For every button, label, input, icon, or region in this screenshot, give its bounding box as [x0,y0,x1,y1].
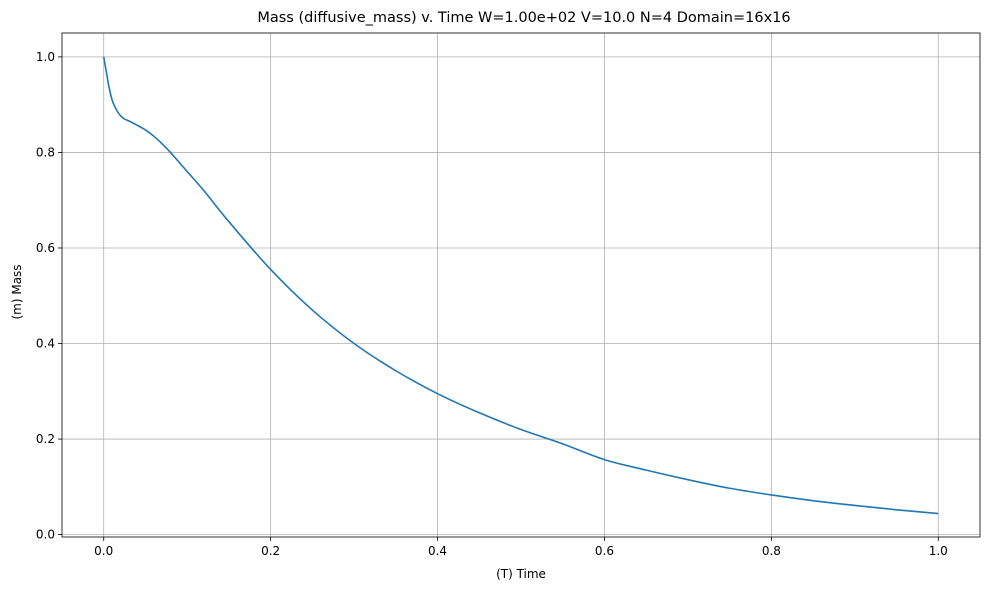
y-axis-label: (m) Mass [10,264,24,319]
series-layer [102,56,939,515]
y-tick-label: 0.2 [36,432,55,446]
y-axis-ticks: 0.0 0.2 0.4 0.6 0.8 1.0 [36,50,62,542]
mass-series-line [102,56,939,515]
y-tick-label: 1.0 [36,50,55,64]
y-tick-label: 0.8 [36,145,55,159]
y-tick-label: 0.6 [36,241,55,255]
plot-frame [61,32,981,538]
x-axis-ticks: 0.0 0.2 0.4 0.6 0.8 1.0 [94,537,948,558]
x-tick-label: 0.2 [261,544,280,558]
x-tick-label: 0.4 [428,544,447,558]
x-tick-label: 0.6 [595,544,614,558]
x-tick-label: 0.8 [762,544,781,558]
x-tick-label: 0.0 [94,544,113,558]
y-tick-label: 0.4 [36,337,55,351]
grid [62,33,980,537]
x-axis-label: (T) Time [496,567,546,581]
x-tick-label: 1.0 [929,544,948,558]
y-tick-label: 0.0 [36,528,55,542]
chart-title: Mass (diffusive_mass) v. Time W=1.00e+02… [257,10,790,26]
